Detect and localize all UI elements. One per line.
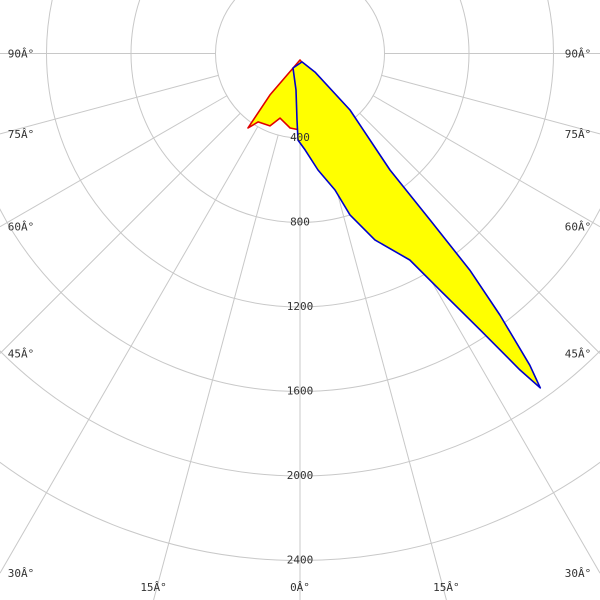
angle-tick-label: 75Â°	[8, 128, 35, 141]
grid-line	[359, 112, 600, 354]
radial-tick-label: 2000	[287, 469, 314, 482]
angle-tick-label: 60Â°	[565, 221, 592, 234]
radial-tick-label: 1200	[287, 300, 314, 313]
angle-tick-label: 30Â°	[565, 567, 592, 580]
grid-line	[321, 134, 447, 600]
grid-line	[0, 112, 241, 354]
radial-tick-label: 400	[290, 131, 310, 144]
grid-line	[372, 95, 600, 228]
curves	[247, 59, 542, 389]
radial-tick-label: 2400	[287, 554, 314, 567]
angle-tick-label: 90Â°	[565, 48, 592, 61]
grid-line	[0, 95, 228, 228]
angle-tick-label: 60Â°	[8, 221, 35, 234]
angle-tick-label: 15Â°	[140, 581, 167, 594]
grid-line	[0, 126, 259, 574]
angle-tick-label: 0Â°	[290, 581, 310, 594]
intensity-curve	[292, 61, 542, 389]
angle-tick-label: 30Â°	[8, 567, 35, 580]
grid-line	[381, 74, 600, 135]
angle-tick-label: 75Â°	[565, 128, 592, 141]
radial-tick-label: 1600	[287, 385, 314, 398]
labels: 400 800 1200 1600 2000 2400 90Â° 75Â° 60Â° 45Â° 30…	[8, 48, 592, 595]
radial-tick-label: 800	[290, 216, 310, 229]
angle-tick-label: 90Â°	[8, 48, 35, 61]
grid-line	[0, 74, 219, 135]
angle-tick-label: 15Â°	[433, 581, 460, 594]
grid-line	[153, 134, 279, 600]
angle-tick-label: 45Â°	[565, 348, 592, 361]
angle-tick-label: 45Â°	[8, 348, 35, 361]
